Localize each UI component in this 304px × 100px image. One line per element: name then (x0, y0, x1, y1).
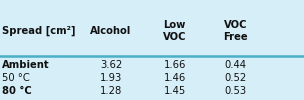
Text: 80 °C: 80 °C (2, 86, 31, 96)
Text: 0.44: 0.44 (225, 60, 247, 70)
Text: 3.62: 3.62 (100, 60, 122, 70)
Text: 0.52: 0.52 (224, 73, 247, 83)
Text: 1.28: 1.28 (100, 86, 122, 96)
Text: Spread [cm²]: Spread [cm²] (2, 26, 75, 36)
Text: 1.93: 1.93 (100, 73, 122, 83)
Text: 1.46: 1.46 (164, 73, 186, 83)
Text: 0.53: 0.53 (225, 86, 247, 96)
Text: 50 °C: 50 °C (2, 73, 29, 83)
Text: VOC
Free: VOC Free (223, 20, 248, 42)
Text: 1.45: 1.45 (164, 86, 186, 96)
Text: Ambient: Ambient (2, 60, 49, 70)
Text: 1.66: 1.66 (164, 60, 186, 70)
Text: Low
VOC: Low VOC (163, 20, 187, 42)
Text: Alcohol: Alcohol (90, 26, 132, 36)
